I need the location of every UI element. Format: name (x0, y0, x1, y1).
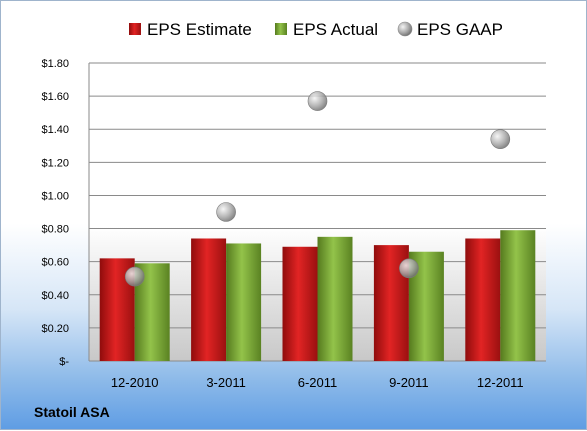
y-axis-ticks: $- $0.20 $0.40 $0.60 $0.80 $1.00 $1.20 $1.40 $1.… (41, 58, 69, 368)
y-tick-label: $1.20 (41, 157, 69, 169)
gaap-points (124, 91, 511, 287)
legend-label: EPS Estimate (147, 20, 252, 39)
x-tick-label: 9-2011 (389, 375, 429, 390)
y-tick-label: $1.00 (41, 190, 69, 202)
legend-actual-swatch (275, 23, 287, 35)
eps-gaap-point (307, 91, 328, 111)
bars (99, 230, 536, 361)
x-axis-ticks: 12-2010 3-2011 6-2011 9-2011 12-2011 (111, 375, 524, 390)
x-tick-label: 12-2010 (111, 375, 159, 390)
legend-label: EPS GAAP (417, 20, 503, 39)
eps-actual-bar (317, 236, 353, 361)
legend-estimate-swatch (129, 23, 141, 35)
company-name: Statoil ASA (34, 404, 110, 420)
y-tick-label: $0.80 (41, 224, 69, 236)
eps-actual-bar (226, 243, 262, 361)
y-tick-label: $0.40 (41, 290, 69, 302)
x-tick-label: 6-2011 (298, 375, 338, 390)
y-tick-label: $1.40 (41, 124, 69, 136)
legend-label: EPS Actual (293, 20, 378, 39)
eps-gaap-point (490, 129, 511, 149)
y-tick-label: $1.80 (41, 58, 69, 70)
eps-estimate-bar (191, 238, 227, 361)
eps-actual-bar (500, 230, 536, 361)
legend-gaap-swatch (397, 21, 413, 37)
x-tick-label: 3-2011 (206, 375, 246, 390)
y-tick-label: $0.60 (41, 257, 69, 269)
eps-gaap-point (124, 266, 145, 287)
legend: EPS Estimate EPS Actual EPS GAAP (129, 20, 503, 39)
eps-estimate-bar (465, 238, 501, 361)
eps-gaap-point (399, 258, 419, 279)
y-tick-label: $0.20 (41, 323, 69, 335)
eps-estimate-bar (282, 246, 318, 361)
y-tick-label: $- (59, 356, 69, 368)
eps-gaap-point (216, 202, 236, 222)
y-tick-label: $1.60 (41, 91, 69, 103)
x-tick-label: 12-2011 (477, 375, 524, 390)
